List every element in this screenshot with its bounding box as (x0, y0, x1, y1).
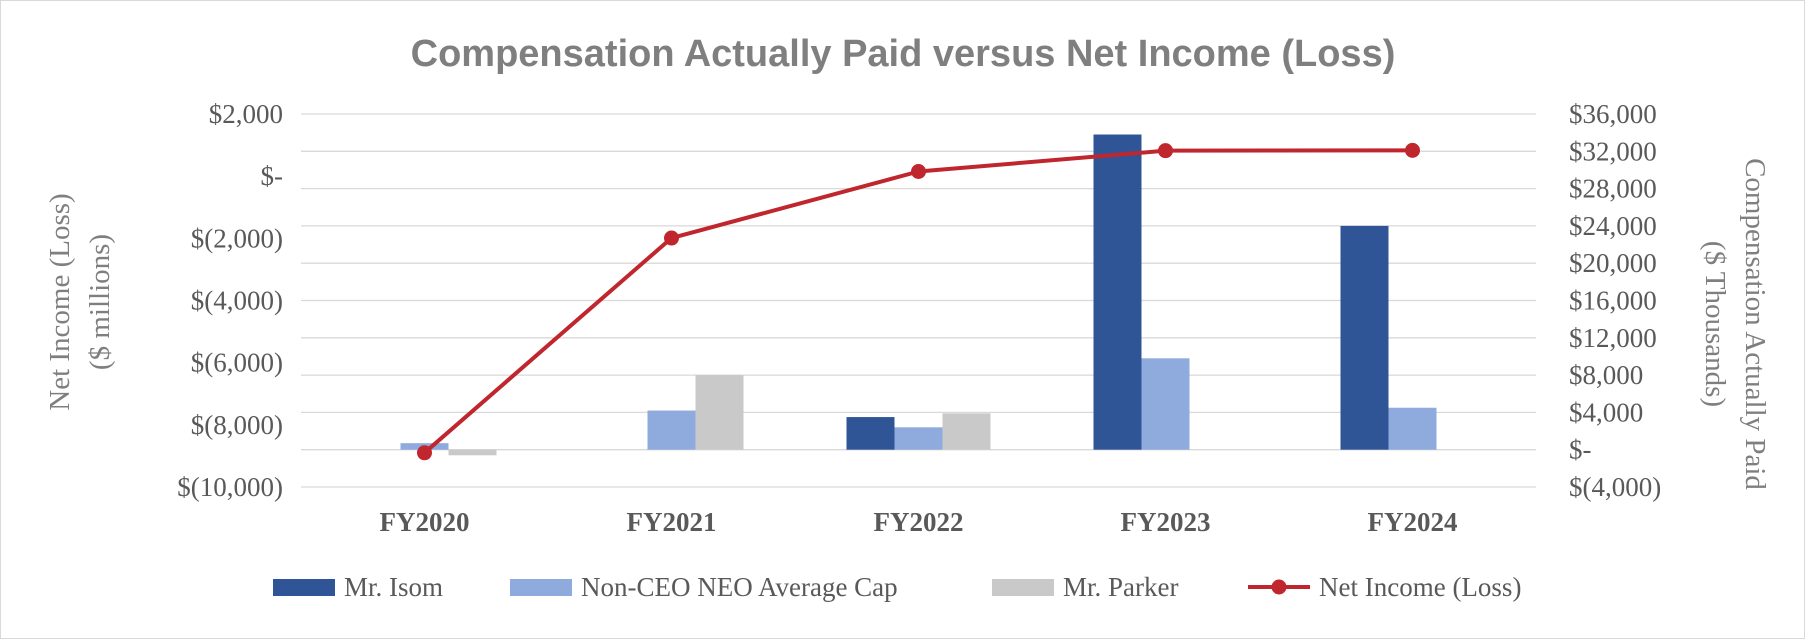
bar-mr-parker-FY2020 (448, 449, 497, 456)
legend-label-mr-parker: Mr. Parker (1063, 572, 1178, 602)
legend-swatch-mr-parker (992, 579, 1054, 596)
category-label-FY2024: FY2024 (1368, 507, 1458, 537)
left-tick-label-3: $(4,000) (191, 286, 283, 316)
net-income-point-FY2023 (1158, 143, 1173, 159)
right-tick-label-1: $32,000 (1569, 136, 1657, 166)
legend-label-non-ceo-neo-average-cap: Non-CEO NEO Average Cap (581, 572, 898, 602)
category-labels: FY2020 FY2021 FY2022 FY2023 FY2024 (380, 507, 1458, 537)
category-label-FY2021: FY2021 (627, 507, 717, 537)
category-label-FY2020: FY2020 (380, 507, 470, 537)
right-axis-title-line1: Compensation Actually Paid (1739, 158, 1771, 490)
bar-mr-isom-FY2022 (846, 417, 895, 450)
bar-non-ceo-neo-average-cap-FY2022 (894, 427, 943, 450)
right-tick-label-2: $28,000 (1569, 174, 1657, 204)
right-tick-label-0: $36,000 (1569, 99, 1657, 129)
legend-swatch-non-ceo-neo-average-cap (510, 579, 572, 596)
right-tick-label-4: $20,000 (1569, 248, 1657, 278)
bar-non-ceo-neo-average-cap-FY2021 (647, 410, 696, 450)
net-income-line (423, 148, 1413, 455)
bar-mr-parker-FY2021 (695, 375, 744, 450)
right-tick-label-9: $- (1569, 435, 1592, 465)
right-axis-title-line2: ($ Thousands) (1699, 241, 1731, 407)
left-tick-label-6: $(10,000) (177, 472, 283, 502)
left-tick-label-1: $- (261, 161, 284, 191)
category-label-FY2023: FY2023 (1121, 507, 1211, 537)
net-income-point-FY2021 (664, 230, 679, 246)
left-tick-label-2: $(2,000) (191, 223, 283, 253)
right-tick-label-3: $24,000 (1569, 211, 1657, 241)
bar-mr-isom-FY2024 (1340, 225, 1389, 450)
right-tick-label-8: $4,000 (1569, 397, 1643, 427)
right-axis-ticks: $36,000 $32,000 $28,000 $24,000 $20,000 $16,0… (1569, 99, 1661, 502)
net-income-point-FY2022 (911, 164, 926, 180)
bar-non-ceo-neo-average-cap-FY2024 (1388, 407, 1437, 450)
legend-label-net-income-loss-: Net Income (Loss) (1319, 572, 1521, 602)
right-tick-label-10: $(4,000) (1569, 472, 1661, 502)
net-income-point-FY2024 (1405, 142, 1420, 158)
right-tick-label-5: $16,000 (1569, 286, 1657, 316)
legend-label-mr-isom: Mr. Isom (344, 572, 443, 602)
left-axis-ticks: $2,000 $- $(2,000) $(4,000) $(6,000) $(8,000)… (177, 99, 283, 502)
line-series (417, 142, 1420, 461)
legend-swatch-marker-net-income-loss- (1271, 579, 1287, 595)
right-tick-label-6: $12,000 (1569, 323, 1657, 353)
left-tick-label-4: $(6,000) (191, 348, 283, 378)
legend-swatch-mr-isom (273, 579, 335, 596)
left-axis-title-line1: Net Income (Loss) (44, 193, 76, 410)
chart-title: Compensation Actually Paid versus Net In… (411, 33, 1396, 75)
legend: Mr. Isom Non-CEO NEO Average Cap Mr. Parke… (273, 572, 1521, 602)
net-income-point-FY2020 (417, 445, 432, 461)
left-tick-label-0: $2,000 (209, 99, 283, 129)
bar-non-ceo-neo-average-cap-FY2023 (1141, 358, 1190, 450)
bar-mr-isom-FY2023 (1093, 134, 1142, 450)
bar-mr-parker-FY2022 (942, 413, 991, 450)
gridlines (301, 113, 1536, 488)
left-tick-label-5: $(8,000) (191, 410, 283, 440)
category-label-FY2022: FY2022 (874, 507, 964, 537)
left-axis-title-line2: ($ millions) (84, 234, 116, 370)
bar-series (400, 134, 1437, 456)
right-tick-label-7: $8,000 (1569, 360, 1643, 390)
